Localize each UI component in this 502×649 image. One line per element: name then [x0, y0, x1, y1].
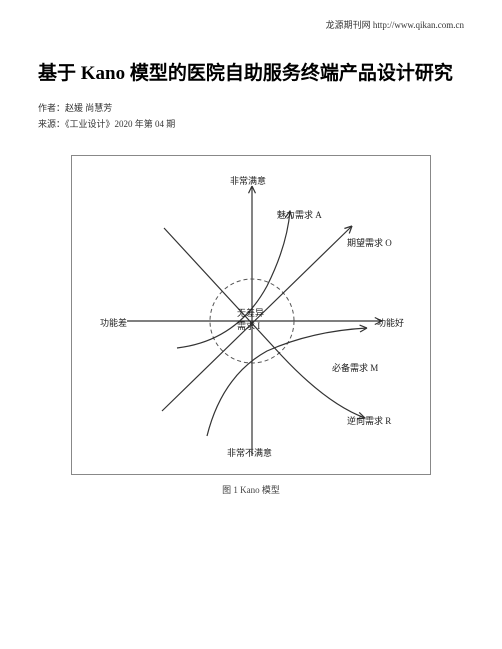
figure-container: 非常满意 非常不满意 功能差 功能好 魅力需求 A 期望需求 O 必备需求 M … [71, 155, 431, 496]
label-y-bottom: 非常不满意 [227, 446, 272, 459]
label-x-left: 功能差 [100, 316, 127, 329]
label-center-bottom: 需求 I [237, 319, 260, 332]
label-onedim: 期望需求 O [347, 236, 392, 249]
site-header: 龙源期刊网 http://www.qikan.com.cn [326, 18, 464, 31]
source-line: 来源：《工业设计》2020 年第 04 期 [38, 116, 464, 132]
source-label: 来源： [38, 119, 65, 129]
label-y-top: 非常满意 [230, 174, 266, 187]
kano-diagram: 非常满意 非常不满意 功能差 功能好 魅力需求 A 期望需求 O 必备需求 M … [71, 155, 431, 475]
authors-label: 作者： [38, 103, 65, 113]
authors-value: 赵媛 尚慧芳 [65, 103, 112, 113]
article-title: 基于 Kano 模型的医院自助服务终端产品设计研究 [38, 58, 464, 90]
label-reverse: 逆向需求 R [347, 414, 391, 427]
label-center-top: 无差异 [237, 306, 264, 319]
article-meta: 作者：赵媛 尚慧芳 来源：《工业设计》2020 年第 04 期 [38, 100, 464, 132]
label-attractive: 魅力需求 A [277, 208, 322, 221]
authors-line: 作者：赵媛 尚慧芳 [38, 100, 464, 116]
label-x-right: 功能好 [377, 316, 404, 329]
source-value: 《工业设计》2020 年第 04 期 [65, 119, 175, 129]
label-must: 必备需求 M [332, 361, 378, 374]
figure-caption: 图 1 Kano 模型 [71, 483, 431, 496]
